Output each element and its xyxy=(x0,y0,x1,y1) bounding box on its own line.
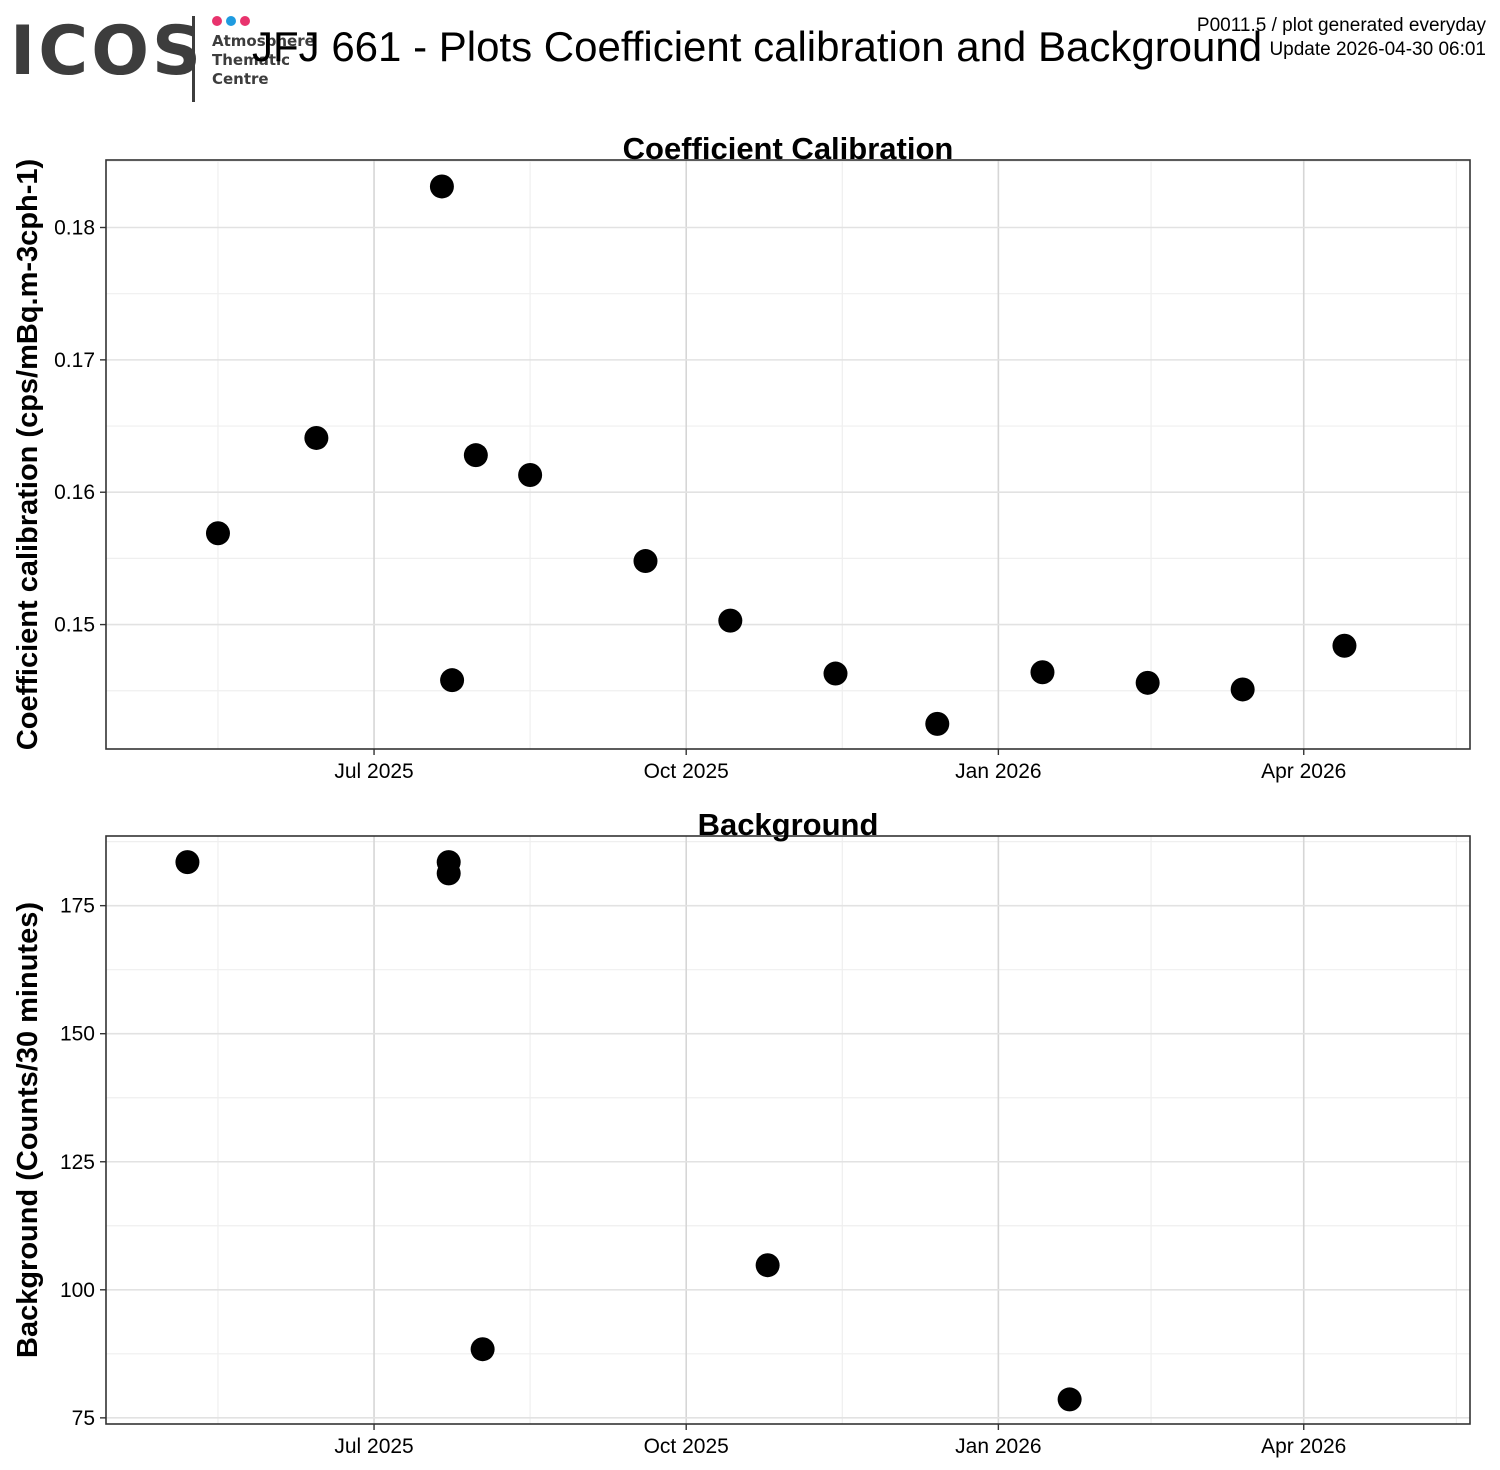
data-point xyxy=(1332,633,1357,658)
logo-subtitle-line-3: Centre xyxy=(212,70,269,88)
data-point xyxy=(1030,660,1055,685)
data-point xyxy=(175,850,200,875)
logo-subtitle-line-1: Atmosphere xyxy=(212,32,315,50)
plot-panel-border xyxy=(105,159,1471,750)
y-tick-label: 0.18 xyxy=(54,217,95,240)
logo-subtitle-line-2: Thematic xyxy=(212,51,291,69)
data-point xyxy=(718,608,743,633)
y-tick-label: 75 xyxy=(72,1407,95,1430)
chart-title: Background xyxy=(698,807,879,842)
data-point xyxy=(463,443,488,468)
logo-divider xyxy=(192,16,195,102)
x-tick-label: Oct 2025 xyxy=(644,1435,729,1458)
update-timestamp: Update 2026-04-30 06:01 xyxy=(1269,39,1486,60)
data-point xyxy=(518,463,543,488)
x-tick-label: Jan 2026 xyxy=(955,1435,1041,1458)
logo-dot-3 xyxy=(240,16,250,26)
icos-logo-wordmark: ICOS xyxy=(10,12,204,91)
y-tick-label: 0.15 xyxy=(54,614,95,637)
data-point xyxy=(633,549,658,574)
y-axis-title: Coefficient calibration (cps/mBq.m-3cph-… xyxy=(12,159,44,750)
data-point xyxy=(755,1253,780,1278)
chart-title: Coefficient Calibration xyxy=(623,131,954,166)
data-point xyxy=(205,521,230,546)
data-point xyxy=(304,425,329,450)
y-axis-title: Background (Counts/30 minutes) xyxy=(12,902,44,1358)
y-tick-label: 0.17 xyxy=(54,349,95,372)
data-point xyxy=(925,711,950,736)
data-point xyxy=(1135,670,1160,695)
data-point xyxy=(440,668,465,693)
y-tick-label: 125 xyxy=(60,1151,95,1174)
data-point xyxy=(429,174,454,199)
x-tick-label: Apr 2026 xyxy=(1261,760,1346,783)
y-tick-label: 175 xyxy=(60,895,95,918)
plot-panel-border xyxy=(105,835,1471,1425)
page-title: JFJ 661 - Plots Coefficient calibration … xyxy=(252,23,1263,70)
data-point xyxy=(1230,677,1255,702)
x-tick-label: Oct 2025 xyxy=(644,760,729,783)
y-tick-label: 100 xyxy=(60,1279,95,1302)
x-tick-label: Jul 2025 xyxy=(334,1435,413,1458)
data-point xyxy=(823,661,848,686)
y-tick-label: 150 xyxy=(60,1023,95,1046)
page-header: ICOS Atmosphere Thematic Centre JFJ 661 … xyxy=(0,0,1500,110)
x-tick-label: Jan 2026 xyxy=(955,760,1041,783)
data-point xyxy=(1057,1387,1082,1412)
logo-dot-1 xyxy=(212,16,222,26)
y-tick-label: 0.16 xyxy=(54,481,95,504)
data-point xyxy=(470,1337,495,1362)
x-tick-label: Apr 2026 xyxy=(1261,1435,1346,1458)
logo-dot-2 xyxy=(226,16,236,26)
x-tick-label: Jul 2025 xyxy=(334,760,413,783)
plot-info-line: P0011.5 / plot generated everyday xyxy=(1196,15,1486,36)
data-point xyxy=(436,861,461,886)
